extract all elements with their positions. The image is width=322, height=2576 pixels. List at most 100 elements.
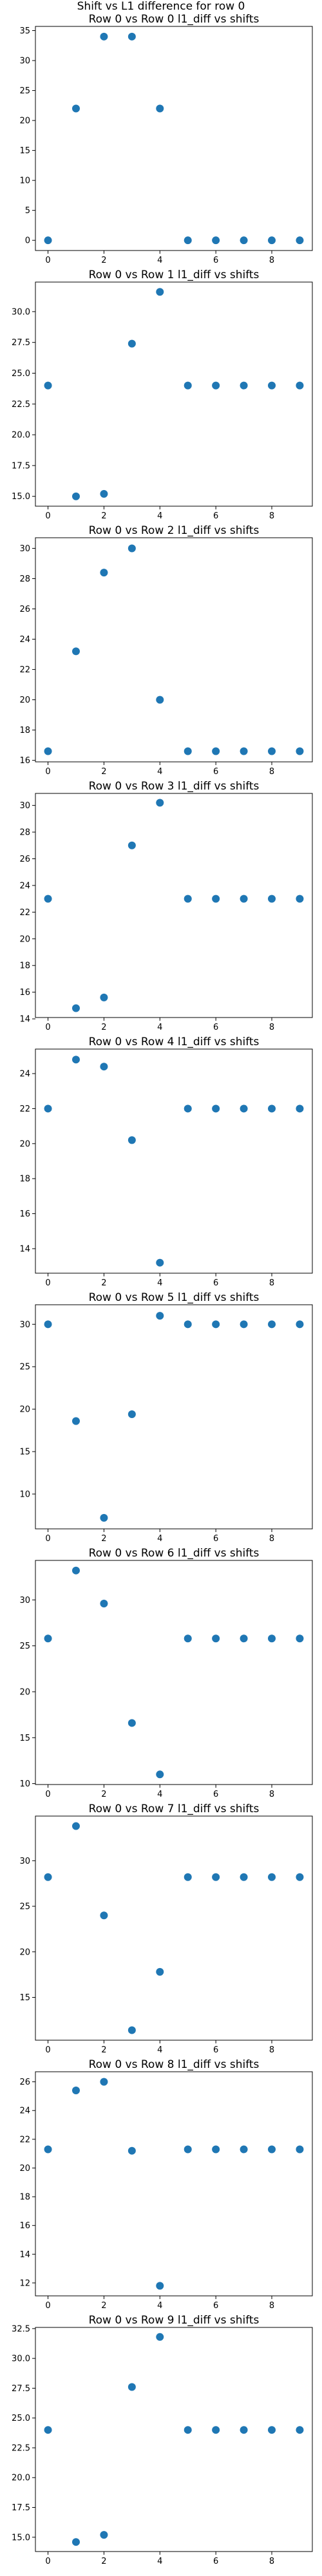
y-tick-label: 22 xyxy=(19,1104,30,1114)
y-tick-label: 25.0 xyxy=(12,369,30,379)
y-tick-label: 15 xyxy=(19,1448,30,1457)
data-point xyxy=(100,2531,108,2539)
y-tick-label: 28 xyxy=(19,828,30,838)
y-tick-label: 26 xyxy=(19,605,30,614)
data-point xyxy=(212,236,220,245)
data-point xyxy=(296,1320,304,1329)
y-tick-label: 22 xyxy=(19,2135,30,2145)
y-tick-label: 22.5 xyxy=(12,2443,30,2453)
y-tick-label: 30.0 xyxy=(12,307,30,317)
data-point xyxy=(44,895,52,903)
data-point xyxy=(268,381,276,390)
y-tick-label: 20 xyxy=(19,1405,30,1415)
x-tick-label: 4 xyxy=(157,1534,162,1544)
subplot-title: Row 0 vs Row 4 l1_diff vs shifts xyxy=(89,1036,260,1048)
data-point xyxy=(212,1104,220,1113)
data-point xyxy=(100,1513,108,1522)
x-tick-label: 4 xyxy=(157,2301,162,2311)
data-point xyxy=(44,2145,52,2154)
data-point xyxy=(44,1873,52,1881)
axes-frame xyxy=(35,1560,313,1785)
axes-frame xyxy=(35,1304,313,1530)
data-point xyxy=(71,104,80,113)
x-tick-label: 2 xyxy=(101,1023,106,1032)
y-tick-label: 20 xyxy=(19,934,30,944)
x-tick-label: 6 xyxy=(213,511,218,521)
y-tick-label: 24 xyxy=(19,635,30,645)
data-point xyxy=(71,2087,80,2094)
x-tick-label: 8 xyxy=(269,2557,274,2566)
subplot-title: Row 0 vs Row 9 l1_diff vs shifts xyxy=(89,2314,260,2327)
y-tick-label: 22 xyxy=(19,908,30,918)
x-tick-label: 4 xyxy=(157,2557,162,2566)
figure-suptitle: Shift vs L1 difference for row 0 xyxy=(77,0,245,13)
x-tick-label: 6 xyxy=(213,256,218,265)
y-tick-label: 17.5 xyxy=(12,461,30,471)
data-point xyxy=(212,747,220,755)
y-tick-label: 15 xyxy=(19,146,30,156)
y-tick-label: 22.5 xyxy=(12,400,30,410)
y-tick-label: 0 xyxy=(25,236,30,246)
y-tick-label: 17.5 xyxy=(12,2503,30,2513)
data-point xyxy=(71,2538,80,2546)
data-point xyxy=(128,2026,136,2034)
y-tick-label: 20.0 xyxy=(12,2474,30,2483)
data-point xyxy=(212,895,220,903)
data-point xyxy=(128,32,136,41)
x-tick-label: 2 xyxy=(101,2045,106,2055)
x-tick-label: 0 xyxy=(45,767,50,777)
x-tick-label: 6 xyxy=(213,2045,218,2055)
y-tick-label: 16 xyxy=(19,756,30,766)
axes-frame xyxy=(35,281,313,507)
x-tick-label: 2 xyxy=(101,511,106,521)
x-tick-label: 4 xyxy=(157,1278,162,1288)
data-point xyxy=(44,1634,52,1643)
y-tick-label: 28 xyxy=(19,574,30,584)
data-point xyxy=(44,2426,52,2434)
x-tick-label: 6 xyxy=(213,767,218,777)
x-tick-label: 2 xyxy=(101,2301,106,2311)
y-tick-label: 25.0 xyxy=(12,2414,30,2423)
data-point xyxy=(128,2146,136,2155)
y-tick-label: 24 xyxy=(19,881,30,891)
data-point xyxy=(296,1873,304,1881)
data-point xyxy=(44,381,52,390)
data-point xyxy=(296,381,304,390)
y-tick-label: 16 xyxy=(19,2221,30,2231)
y-tick-label: 18 xyxy=(19,2193,30,2202)
y-tick-label: 14 xyxy=(19,2250,30,2260)
y-tick-label: 25 xyxy=(19,1642,30,1651)
data-point xyxy=(156,2282,164,2290)
data-point xyxy=(212,381,220,390)
subplot-title: Row 0 vs Row 5 l1_diff vs shifts xyxy=(89,1291,260,1304)
subplot-7: Row 0 vs Row 7 l1_diff vs shifts 0 2 4 6 8 15 2… xyxy=(19,1803,313,2055)
data-point xyxy=(100,1063,108,1071)
x-tick-label: 6 xyxy=(213,1023,218,1032)
x-tick-label: 6 xyxy=(213,1534,218,1544)
subplot-0: Row 0 vs Row 0 l1_diff vs shifts 0 2 4 6 8 0 5 1… xyxy=(19,13,313,265)
data-point xyxy=(156,1967,164,1976)
x-tick-label: 4 xyxy=(157,767,162,777)
data-point xyxy=(268,1634,276,1643)
subplot-6: Row 0 vs Row 6 l1_diff vs shifts 0 2 4 6 8 10 1… xyxy=(19,1547,313,1799)
data-point xyxy=(71,647,80,656)
data-point xyxy=(212,1320,220,1329)
data-point xyxy=(268,1320,276,1329)
x-tick-label: 8 xyxy=(269,767,274,777)
axes-frame xyxy=(35,537,313,762)
subplot-5: Row 0 vs Row 5 l1_diff vs shifts 0 2 4 6 8 10 1… xyxy=(19,1291,313,1544)
data-point xyxy=(268,2145,276,2154)
x-tick-label: 2 xyxy=(101,2557,106,2566)
y-tick-label: 20 xyxy=(19,1139,30,1149)
data-point xyxy=(44,236,52,245)
data-point xyxy=(71,1004,80,1012)
y-tick-label: 26 xyxy=(19,2078,30,2087)
x-tick-label: 8 xyxy=(269,1790,274,1799)
data-point xyxy=(156,1770,164,1779)
data-point xyxy=(100,1911,108,1920)
data-point xyxy=(184,1634,192,1643)
subplot-title: Row 0 vs Row 7 l1_diff vs shifts xyxy=(89,1803,260,1815)
x-tick-label: 0 xyxy=(45,1790,50,1799)
